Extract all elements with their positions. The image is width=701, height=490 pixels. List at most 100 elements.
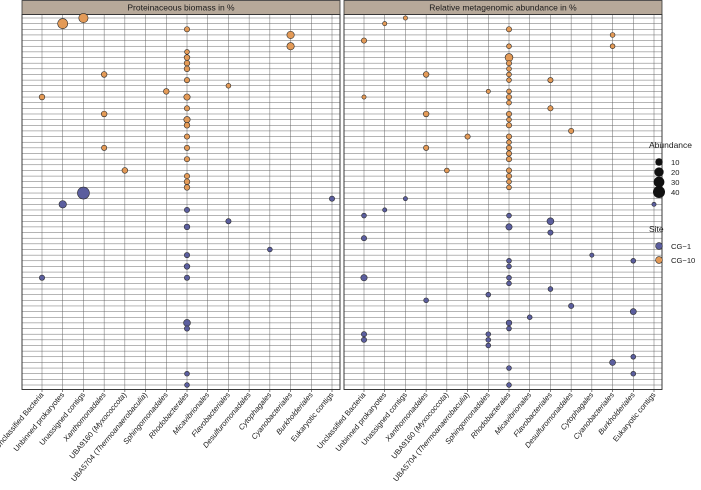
panel-title-1: Relative metagenomic abundance in % bbox=[429, 3, 577, 13]
data-point bbox=[506, 99, 512, 106]
data-point bbox=[506, 382, 512, 388]
data-point bbox=[184, 144, 190, 151]
data-point bbox=[100, 71, 108, 78]
legend-site-title: Site bbox=[649, 224, 664, 234]
data-point bbox=[526, 314, 533, 320]
data-point bbox=[630, 354, 637, 360]
data-point bbox=[184, 133, 190, 140]
legend-size-key bbox=[654, 167, 664, 177]
data-point bbox=[382, 21, 388, 27]
data-point bbox=[101, 144, 108, 151]
data-point bbox=[505, 223, 513, 231]
data-point bbox=[506, 139, 512, 145]
data-point bbox=[506, 116, 512, 123]
data-point bbox=[506, 150, 512, 157]
data-point bbox=[286, 30, 295, 39]
data-point bbox=[183, 263, 191, 270]
points-layer bbox=[38, 13, 657, 388]
data-point bbox=[547, 286, 554, 292]
data-point bbox=[225, 218, 232, 225]
data-point bbox=[506, 156, 512, 163]
data-point bbox=[183, 223, 191, 231]
data-point bbox=[485, 342, 492, 349]
data-point bbox=[184, 370, 190, 377]
data-point bbox=[609, 359, 616, 366]
data-point bbox=[505, 319, 513, 327]
data-point bbox=[361, 336, 367, 343]
data-point bbox=[506, 60, 512, 67]
data-point bbox=[547, 105, 554, 112]
data-point bbox=[651, 201, 657, 207]
legend-site-key bbox=[655, 256, 663, 264]
data-point bbox=[286, 42, 295, 51]
data-point bbox=[403, 196, 408, 202]
data-point bbox=[506, 365, 512, 371]
data-point bbox=[163, 88, 170, 95]
panel-title-0: Proteinaceous biomass in % bbox=[127, 3, 235, 13]
data-point bbox=[506, 26, 512, 33]
data-point bbox=[485, 331, 492, 337]
legend-site-key bbox=[655, 242, 663, 250]
data-point bbox=[183, 178, 191, 185]
data-point bbox=[38, 93, 46, 101]
data-point bbox=[506, 122, 512, 129]
data-point bbox=[422, 110, 430, 118]
data-point bbox=[568, 302, 575, 309]
panel-area-0 bbox=[21, 14, 341, 390]
data-point bbox=[547, 229, 554, 236]
data-point bbox=[423, 297, 429, 304]
data-point bbox=[184, 49, 190, 55]
data-point bbox=[506, 111, 512, 117]
data-point bbox=[183, 93, 191, 101]
data-point bbox=[184, 105, 190, 112]
legend-site-label: CG−1 bbox=[671, 242, 691, 251]
data-point bbox=[58, 200, 67, 209]
data-point bbox=[361, 235, 367, 242]
data-point bbox=[184, 325, 190, 332]
legend-size-label: 40 bbox=[671, 188, 679, 197]
data-point bbox=[329, 195, 335, 202]
data-point bbox=[423, 144, 430, 151]
data-point bbox=[183, 65, 191, 72]
data-point bbox=[485, 88, 491, 94]
data-point bbox=[630, 258, 637, 264]
data-point bbox=[506, 280, 512, 287]
data-point bbox=[183, 116, 191, 124]
data-point bbox=[267, 246, 273, 253]
data-point bbox=[184, 207, 190, 213]
data-point bbox=[506, 184, 512, 191]
legend-size-label: 10 bbox=[671, 158, 679, 167]
data-point bbox=[184, 77, 190, 84]
data-point bbox=[184, 26, 190, 33]
panel-border bbox=[21, 14, 341, 390]
data-point bbox=[183, 60, 191, 67]
data-point bbox=[361, 212, 367, 219]
data-point bbox=[77, 186, 90, 200]
legend-size-title: Abundance bbox=[649, 140, 692, 150]
data-point bbox=[547, 77, 554, 84]
data-point bbox=[444, 167, 450, 174]
data-point bbox=[184, 156, 190, 163]
data-point bbox=[403, 15, 408, 21]
data-point bbox=[506, 144, 512, 151]
legend-size-label: 20 bbox=[671, 168, 679, 177]
data-point bbox=[589, 252, 595, 258]
data-point bbox=[506, 77, 512, 83]
data-point bbox=[183, 184, 191, 191]
data-point bbox=[184, 252, 190, 259]
data-point bbox=[382, 207, 388, 213]
data-point bbox=[184, 382, 190, 388]
data-point bbox=[225, 83, 232, 89]
data-point bbox=[506, 179, 512, 185]
data-point bbox=[506, 173, 512, 180]
data-point bbox=[39, 274, 45, 281]
data-point bbox=[485, 291, 492, 298]
data-point bbox=[506, 167, 512, 174]
panel-border bbox=[343, 14, 663, 390]
data-point bbox=[361, 331, 367, 338]
data-point bbox=[183, 122, 191, 129]
data-point bbox=[609, 32, 616, 38]
data-point bbox=[183, 319, 191, 327]
